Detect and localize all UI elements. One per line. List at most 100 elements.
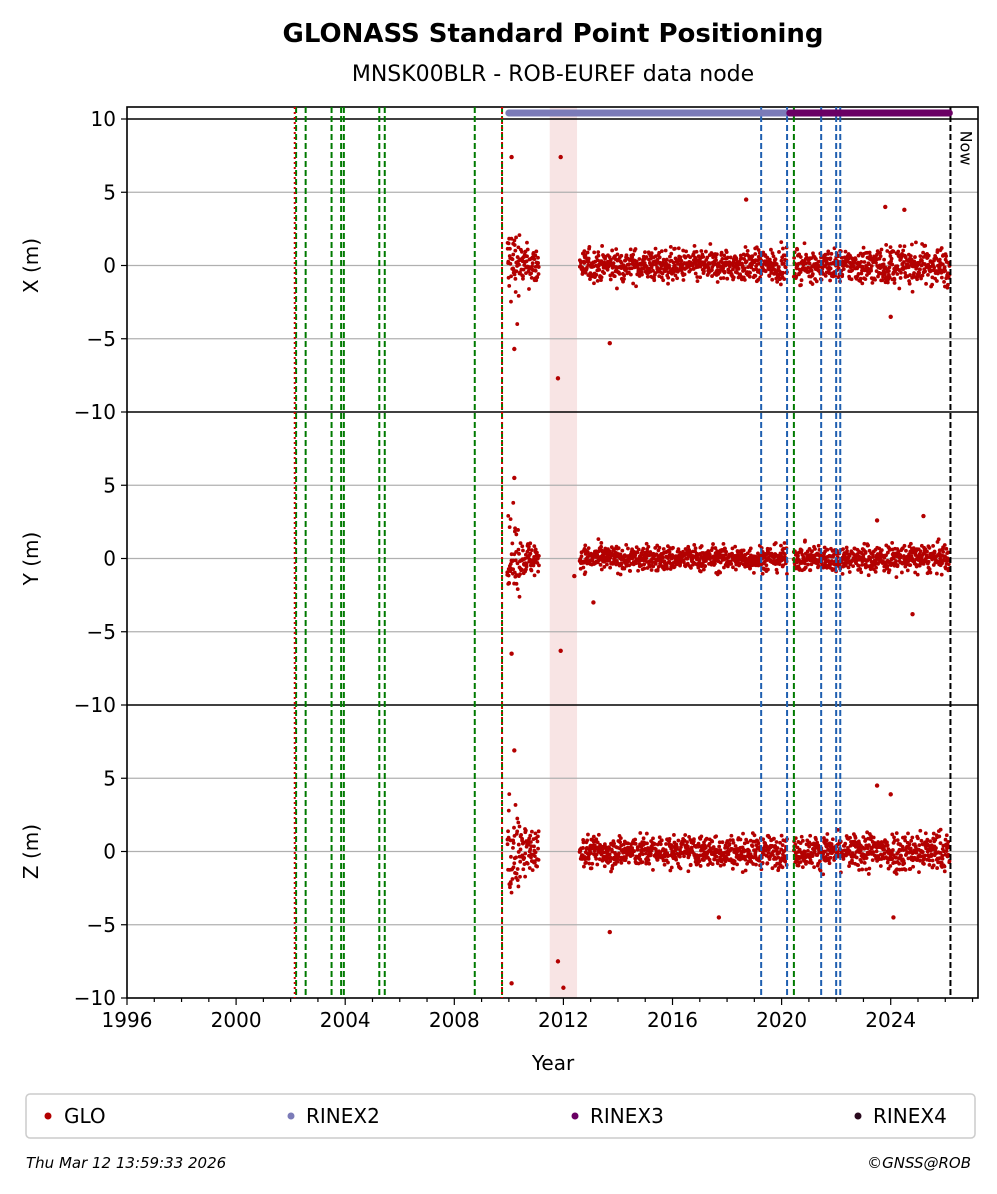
glo-point (807, 844, 812, 849)
glo-point (736, 266, 741, 271)
glo-point (845, 548, 849, 553)
glo-outlier-point (509, 651, 514, 656)
glo-point (908, 273, 912, 277)
glo-point (869, 264, 874, 268)
glo-point (733, 544, 738, 549)
glo-point (934, 571, 939, 576)
glo-point (747, 274, 752, 279)
glo-point (748, 546, 753, 551)
glo-point (858, 848, 863, 853)
glo-outlier-point (902, 207, 907, 213)
glo-point (912, 271, 916, 275)
glo-point (644, 851, 648, 856)
glo-point (821, 259, 826, 263)
glo-point (829, 842, 834, 846)
glo-point (928, 570, 933, 575)
glo-point (712, 857, 717, 861)
glo-point (627, 262, 632, 267)
glo-point (910, 835, 915, 840)
glo-point (581, 259, 586, 264)
glo-point (917, 870, 921, 875)
glo-point (816, 843, 821, 848)
glo-point (652, 278, 657, 283)
glo-point (913, 255, 917, 259)
glo-point (932, 549, 937, 554)
glo-point (799, 548, 804, 553)
glo-point (578, 260, 583, 265)
glo-point (517, 551, 521, 556)
glo-point (848, 835, 852, 840)
glo-point (743, 245, 748, 249)
glo-point (689, 565, 693, 570)
y-tick-label: 10 (91, 107, 116, 131)
glo-point (518, 572, 522, 576)
glo-point (591, 834, 596, 839)
glo-point (632, 849, 637, 854)
glo-point (869, 268, 873, 273)
glo-outlier-point (921, 513, 926, 519)
glo-point (747, 848, 751, 853)
glo-point (744, 259, 749, 264)
glo-point (599, 541, 604, 545)
glo-point (636, 568, 640, 573)
glo-point (615, 286, 619, 291)
glo-point (807, 261, 812, 266)
glo-point (926, 253, 931, 258)
glo-point (810, 549, 814, 554)
glo-point (902, 861, 907, 866)
glo-point (775, 279, 780, 284)
footer-timestamp: Thu Mar 12 13:59:33 2026 (26, 1154, 227, 1172)
glo-point (511, 841, 516, 845)
glo-point (530, 829, 534, 834)
glo-point (752, 570, 756, 575)
glo-point (799, 834, 804, 839)
glo-point (669, 865, 674, 870)
glo-point (704, 836, 709, 841)
glo-point (935, 250, 940, 255)
glo-point (913, 844, 918, 849)
glo-point (824, 838, 829, 843)
glo-point (641, 852, 645, 857)
glo-point (611, 261, 616, 266)
glo-point (662, 862, 667, 867)
glo-point (626, 841, 631, 846)
glo-point (913, 553, 918, 558)
glo-point (513, 276, 518, 281)
glo-point (918, 254, 923, 258)
glo-point (923, 853, 928, 858)
glo-point (505, 842, 510, 847)
glo-point (763, 253, 768, 257)
glo-point (535, 550, 539, 555)
glo-point (648, 851, 653, 856)
glo-point (581, 565, 586, 570)
glo-point (865, 846, 870, 851)
glo-point (921, 250, 925, 255)
glo-point (776, 265, 781, 270)
glo-point (536, 858, 541, 862)
glo-point (917, 270, 922, 275)
glo-point (521, 867, 526, 872)
glo-point (518, 270, 522, 275)
glo-point (900, 844, 905, 849)
glo-point (526, 544, 531, 549)
glo-point (682, 560, 686, 565)
glo-point (742, 266, 747, 271)
glo-point (608, 257, 613, 262)
glo-point (692, 543, 697, 547)
glo-point (821, 872, 826, 877)
glo-point (816, 563, 821, 568)
glo-point (852, 839, 857, 844)
glo-point (583, 253, 588, 258)
glo-point (608, 277, 613, 282)
glo-point (813, 547, 817, 551)
glo-point (885, 249, 890, 253)
glo-point (845, 264, 849, 268)
glo-point (852, 546, 857, 551)
glo-outlier-point (512, 475, 517, 481)
glo-point (905, 568, 910, 573)
glo-point (931, 863, 936, 868)
glo-point (622, 277, 626, 281)
glo-point (668, 254, 672, 259)
y-tick-label: −5 (87, 327, 116, 351)
glo-point (808, 833, 813, 838)
